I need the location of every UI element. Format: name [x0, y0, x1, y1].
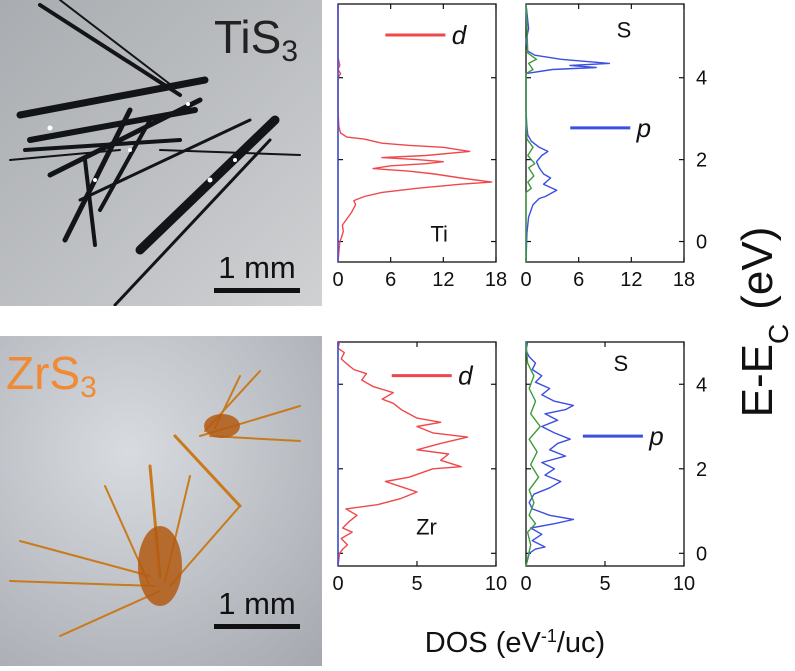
zrs3-scale-label: 1 mm: [218, 586, 296, 621]
y-axis-label: E-EC(eV): [733, 227, 794, 418]
x-tick-label: 18: [673, 269, 695, 291]
zrs3-scale-bar: 1 mm: [202, 586, 312, 629]
x-tick-label: 5: [599, 573, 610, 595]
legend-label: p: [648, 421, 663, 451]
zrs3-title: ZrS3: [6, 347, 97, 404]
tis3-title: TiS3: [214, 11, 298, 68]
x-tick-label: 5: [411, 573, 422, 595]
x-tick-label: 6: [573, 269, 584, 291]
series-s: [525, 341, 541, 567]
tis3-scale-label: 1 mm: [218, 250, 296, 285]
panel-frame: [337, 341, 497, 567]
panel-annotation: S: [617, 18, 632, 43]
y-tick-label: 4: [696, 68, 707, 90]
tis3-crystal-image: [0, 0, 322, 306]
dos-panel-3: 0 5 10 d Zr: [332, 341, 507, 595]
x-tick-label: 0: [332, 269, 343, 291]
zrs3-scale-line: [214, 624, 300, 629]
series-d: [337, 341, 469, 567]
x-tick-label: 10: [673, 573, 695, 595]
panel-frame: [525, 341, 685, 567]
y-tick-label: 4: [696, 374, 707, 396]
zrs3-photo: ZrS3 1 mm: [0, 336, 322, 666]
x-axis-label: DOS (eV-1/uc): [425, 626, 605, 659]
x-tick-label: 0: [332, 573, 343, 595]
panel-annotation: Ti: [430, 221, 448, 246]
x-tick-label: 12: [432, 269, 454, 291]
legend-label: d: [458, 361, 474, 391]
series-p: [525, 3, 611, 263]
dos-panel-1: 0 6 12 18 d Ti: [332, 3, 507, 291]
legend-label: d: [452, 20, 468, 50]
panel-annotation: S: [613, 351, 628, 376]
tis3-photo: TiS3 1 mm: [0, 0, 322, 306]
tis3-scale-bar: 1 mm: [202, 250, 312, 293]
series-p: [525, 341, 575, 567]
panel-frame: [525, 3, 685, 263]
x-tick-label: 0: [520, 573, 531, 595]
panel-frame: [337, 3, 497, 263]
x-tick-label: 10: [485, 573, 507, 595]
legend-label: p: [636, 113, 651, 143]
y-tick-label: 2: [696, 150, 707, 172]
series-s: [525, 3, 538, 262]
x-tick-label: 6: [385, 269, 396, 291]
x-tick-label: 12: [620, 269, 642, 291]
y-tick-label: 0: [696, 232, 707, 254]
y-tick-label: 2: [696, 459, 707, 481]
panel-annotation: Zr: [416, 515, 437, 540]
y-tick-label: 0: [696, 543, 707, 565]
zrs3-crystal-image: [0, 336, 322, 666]
tis3-scale-line: [214, 288, 300, 293]
x-tick-label: 0: [520, 269, 531, 291]
x-tick-label: 18: [485, 269, 507, 291]
